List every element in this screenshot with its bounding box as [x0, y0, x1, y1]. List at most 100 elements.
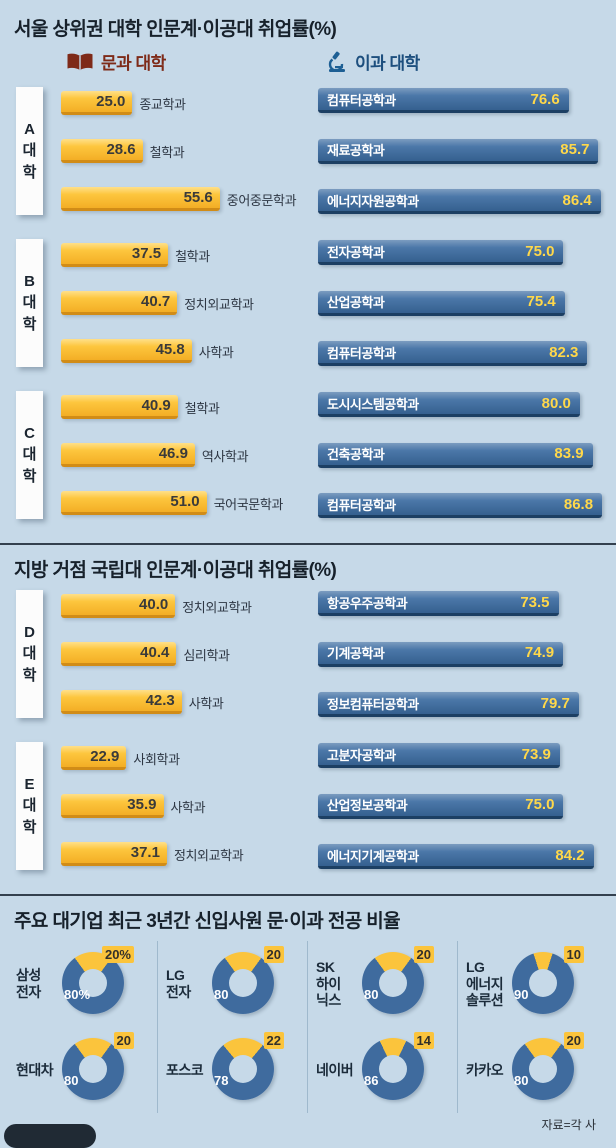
legend-engineering-label: 이과 대학 [355, 54, 420, 73]
engineering-dept-label: 항공우주공학과 [327, 595, 408, 611]
university-label-char: 대 [22, 141, 37, 159]
university-block: C 대 학 40.9 철학과 46.9 역사학과 51.0 국어국문학과 도시시스템공학과 80.0… [16, 391, 606, 519]
company-name: 현대차 [16, 1062, 54, 1079]
university-block: B 대 학 37.5 철학과 40.7 정치외교학과 45.8 사학과 전자공학과 75.0 산업공학… [16, 239, 606, 367]
engineering-bars: 전자공학과 75.0 산업공학과 75.4 컴퓨터공학과 82.3 [318, 239, 606, 367]
university-label-char: 학 [22, 818, 37, 836]
humanities-bar: 40.4 [61, 642, 177, 666]
humanities-value: 46.9 [158, 445, 188, 462]
humanities-bar: 37.1 [61, 842, 167, 866]
university-block: D 대 학 40.0 정치외교학과 40.4 심리학과 42.3 사학과 항공우주공학과 73.5 기… [16, 590, 606, 718]
legend-humanities-label: 문과 대학 [101, 54, 166, 73]
regional-universities-chart: D 대 학 40.0 정치외교학과 40.4 심리학과 42.3 사학과 항공우주공학과 73.5 기… [8, 590, 608, 870]
humanities-bar: 25.0 [61, 91, 133, 115]
engineering-bar: 정보컴퓨터공학과 79.7 [318, 692, 579, 717]
humanities-row: 37.5 철학과 [61, 240, 318, 270]
company-name-line: 포스코 [166, 1061, 204, 1078]
humanities-share-label: 20 [263, 946, 284, 963]
section-divider [0, 894, 616, 896]
engineering-bar: 에너지기계공학과 84.2 [318, 844, 594, 869]
company-name-line: SK [316, 958, 335, 975]
engineering-bar: 재료공학과 85.7 [318, 138, 599, 164]
company-cell: 현대차 20 80 [8, 1027, 158, 1113]
engineering-value: 83.9 [554, 445, 584, 462]
humanities-bar: 40.9 [61, 395, 178, 419]
company-cell: 포스코 22 78 [158, 1027, 308, 1113]
humanities-bar: 37.5 [61, 243, 169, 267]
science-share-label: 86 [364, 1073, 379, 1088]
company-cell: 네이버 14 86 [308, 1027, 458, 1113]
company-name: LG 에너지 솔루션 [466, 959, 504, 1009]
donut-hole [379, 1055, 407, 1083]
engineering-bars: 항공우주공학과 73.5 기계공학과 74.9 정보컴퓨터공학과 79.7 [318, 590, 606, 718]
legend-engineering: 이과 대학 [326, 49, 420, 74]
legend: 문과 대학 이과 대학 [8, 49, 608, 79]
humanities-value: 28.6 [106, 141, 136, 158]
engineering-dept-label: 에너지자원공학과 [327, 193, 419, 209]
humanities-bar: 55.6 [61, 187, 220, 211]
engineering-bars: 도시시스템공학과 80.0 건축공학과 83.9 컴퓨터공학과 86.8 [318, 391, 606, 519]
engineering-value: 75.0 [525, 242, 555, 260]
company-cell: SK 하이 닉스 20 80 [308, 941, 458, 1027]
donut-chart: 20 80 [512, 1032, 584, 1102]
engineering-value: 73.5 [520, 593, 550, 611]
donut-hole [79, 969, 107, 997]
humanities-row: 40.4 심리학과 [61, 639, 318, 669]
humanities-row: 28.6 철학과 [61, 136, 318, 166]
engineering-value: 82.3 [549, 343, 579, 361]
company-name-line: LG [166, 967, 185, 984]
humanities-row: 51.0 국어국문학과 [61, 488, 318, 518]
humanities-dept-label: 역사학과 [201, 448, 249, 464]
company-name-line: 에너지 [466, 975, 504, 992]
humanities-dept-label: 정치외교학과 [184, 296, 254, 312]
donut-ring [212, 952, 274, 1014]
humanities-value: 35.9 [127, 796, 157, 813]
engineering-dept-label: 건축공학과 [327, 447, 385, 462]
company-name-line: 삼성 [16, 967, 41, 984]
engineering-bar: 컴퓨터공학과 76.6 [318, 88, 569, 113]
engineering-dept-label: 고분자공학과 [327, 747, 396, 763]
seoul-universities-chart: A 대 학 25.0 종교학과 28.6 철학과 55.6 중어중문학과 컴퓨터공학과 76.6 재료… [8, 87, 608, 519]
company-cell: 카카오 20 80 [458, 1027, 608, 1113]
engineering-bar: 전자공학과 75.0 [318, 240, 564, 265]
university-label-char: C [24, 424, 35, 442]
company-name: LG 전자 [166, 967, 204, 1001]
science-share-label: 80 [64, 1073, 79, 1088]
engineering-value: 86.4 [562, 191, 592, 209]
engineering-bar: 컴퓨터공학과 86.8 [318, 493, 603, 518]
engineering-value: 74.9 [524, 644, 555, 661]
humanities-bars: 40.0 정치외교학과 40.4 심리학과 42.3 사학과 [43, 590, 318, 718]
engineering-dept-label: 컴퓨터공학과 [327, 345, 396, 361]
source-note: 자료=각 사 [541, 1118, 596, 1132]
humanities-value: 37.1 [130, 844, 160, 861]
university-block: A 대 학 25.0 종교학과 28.6 철학과 55.6 중어중문학과 컴퓨터공학과 76.6 재료… [16, 87, 606, 215]
humanities-bar: 51.0 [61, 491, 207, 515]
humanities-dept-label: 철학과 [184, 400, 220, 416]
engineering-value: 85.7 [560, 141, 590, 158]
humanities-dept-label: 사학과 [170, 799, 206, 815]
company-name-line: 전자 [16, 984, 41, 1000]
donut-ring [362, 952, 424, 1014]
donut-chart: 20 80 [212, 946, 284, 1016]
humanities-bars: 40.9 철학과 46.9 역사학과 51.0 국어국문학과 [43, 391, 318, 519]
humanities-bar: 42.3 [61, 690, 182, 714]
humanities-bar: 28.6 [61, 139, 143, 163]
humanities-bar: 45.8 [61, 339, 192, 363]
company-name-line: 네이버 [316, 1061, 354, 1078]
engineering-bar: 건축공학과 83.9 [318, 442, 593, 468]
book-icon [66, 52, 94, 72]
company-name: 삼성 전자 [16, 967, 54, 1001]
science-share-label: 80% [64, 987, 91, 1002]
humanities-dept-label: 사회학과 [133, 751, 180, 767]
humanities-bars: 25.0 종교학과 28.6 철학과 55.6 중어중문학과 [43, 87, 318, 215]
donut-chart: 10 90 [512, 946, 584, 1016]
humanities-row: 42.3 사학과 [61, 687, 318, 717]
engineering-bar: 고분자공학과 73.9 [318, 743, 560, 768]
humanities-value: 40.9 [141, 397, 171, 414]
company-name-line: 솔루션 [466, 992, 504, 1009]
